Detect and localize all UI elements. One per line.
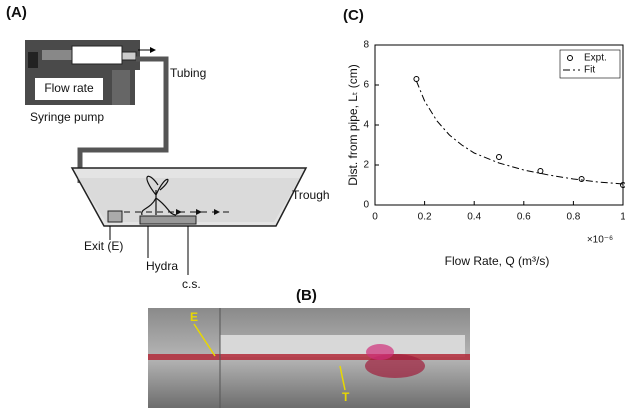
pump-label: Syringe pump: [30, 110, 104, 124]
tubing-label: Tubing: [170, 66, 206, 80]
hydra-label: Hydra: [146, 259, 178, 273]
y-tick-label: 8: [363, 40, 369, 51]
photo-exit-label: E: [190, 310, 198, 324]
photo-hydra-label: T: [342, 390, 350, 404]
y-tick-label: 4: [363, 120, 369, 131]
trough: [72, 168, 306, 275]
exit-label: Exit (E): [84, 239, 123, 253]
x-tick-label: 1: [620, 212, 625, 223]
page: (A) (B) (C) Flow rate Syringe pump Tubin…: [0, 0, 625, 408]
y-tick-label: 6: [363, 80, 369, 91]
figure: (A) (B) (C) Flow rate Syringe pump Tubin…: [0, 0, 625, 408]
cs-label: c.s.: [182, 277, 201, 291]
y-tick-label: 0: [363, 200, 369, 211]
x-tick-label: 0: [372, 212, 378, 223]
panel-label: (B): [296, 287, 317, 304]
pump-display-label: Flow rate: [44, 81, 94, 95]
x-tick-label: 0.2: [418, 212, 432, 223]
syringe-pump: [25, 40, 156, 105]
panel-label: (C): [343, 7, 364, 24]
legend-label: Fit: [584, 65, 595, 76]
x-tick-label: 0.4: [467, 212, 481, 223]
y-tick-label: 2: [363, 160, 369, 171]
x-axis-label: Flow Rate, Q (m³/s): [445, 254, 550, 268]
panel-label: (A): [6, 4, 27, 21]
trough-label: Trough: [292, 188, 330, 202]
x-tick-label: 0.8: [566, 212, 580, 223]
legend-label: Expt.: [584, 53, 607, 64]
x-tick-label: 0.6: [517, 212, 531, 223]
x-multiplier: ×10⁻⁶: [587, 235, 613, 246]
y-axis-label: Dist. from pipe, Lₜ (cm): [346, 64, 360, 186]
